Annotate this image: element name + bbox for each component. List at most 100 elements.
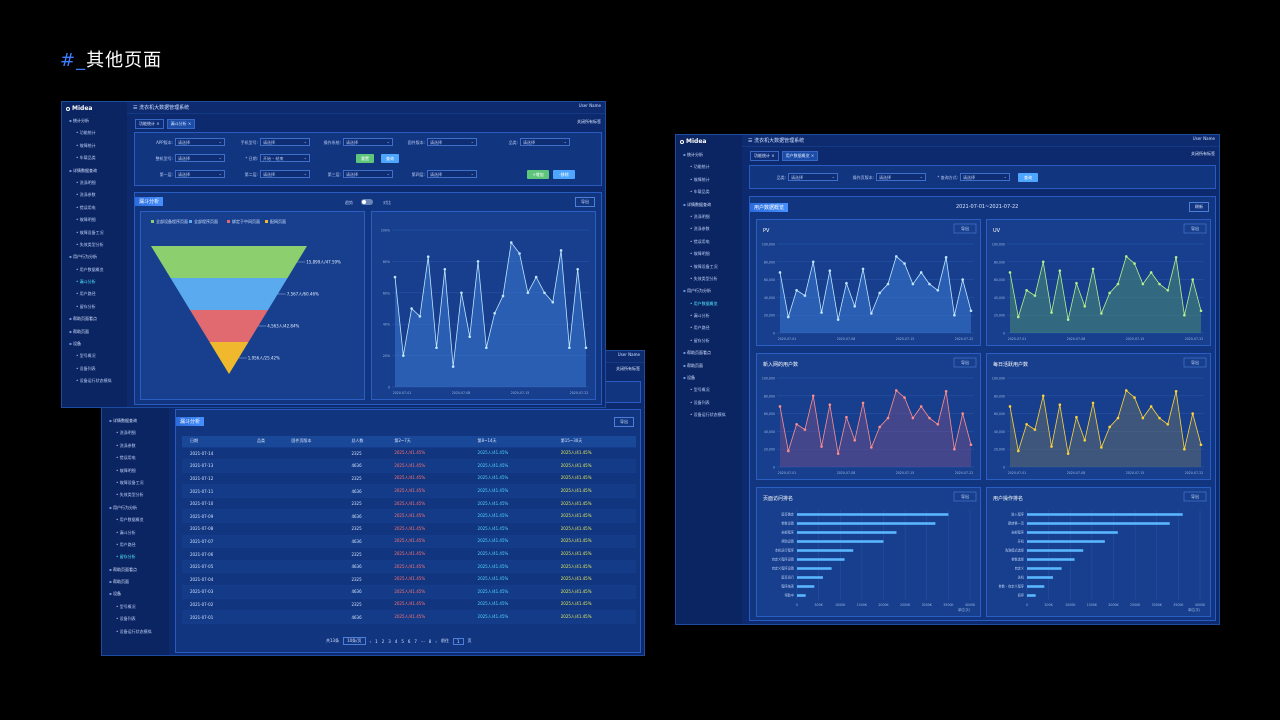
sidebar-item[interactable]: 车载品类 bbox=[678, 186, 726, 198]
sidebar-item[interactable]: 用户路径 bbox=[104, 539, 152, 551]
sidebar-item[interactable]: 型号概况 bbox=[104, 601, 152, 613]
page-number[interactable]: 6 bbox=[407, 638, 411, 644]
user-menu[interactable]: User Name bbox=[617, 352, 640, 357]
sidebar-item[interactable]: 故障明细 bbox=[678, 248, 726, 260]
tab-close-icon[interactable]: × bbox=[770, 153, 775, 158]
sidebar-item[interactable]: 统计分析 bbox=[678, 149, 726, 161]
sidebar-item[interactable]: 故障明细 bbox=[64, 214, 112, 226]
sidebar-item[interactable]: 留存分析 bbox=[104, 551, 152, 563]
user-menu[interactable]: User Name bbox=[578, 103, 601, 108]
sidebar-item[interactable]: 设备列表 bbox=[678, 397, 726, 409]
filter-select[interactable]: 请选择 bbox=[427, 170, 477, 178]
filter-select[interactable]: 请选择 bbox=[427, 138, 477, 146]
sidebar-item[interactable]: 漏斗分析 bbox=[104, 527, 152, 539]
page-number[interactable]: 4 bbox=[394, 638, 398, 644]
sidebar-item[interactable]: 用户路径 bbox=[678, 322, 726, 334]
sidebar-item[interactable]: 洗涤明细 bbox=[678, 211, 726, 223]
sidebar-item[interactable]: 设备 bbox=[678, 372, 726, 384]
sidebar-item[interactable]: 用户行为分析 bbox=[104, 502, 152, 514]
sidebar-item[interactable]: 帮助页面 bbox=[64, 326, 112, 338]
export-button[interactable]: 导出 bbox=[614, 417, 634, 427]
sidebar-item[interactable]: 型号概况 bbox=[678, 384, 726, 396]
date-range-input[interactable]: 开始 – 结束 bbox=[260, 154, 310, 162]
sidebar-item[interactable]: 错误用电 bbox=[64, 202, 112, 214]
tab-close-icon[interactable]: × bbox=[809, 153, 815, 158]
query-button[interactable]: 查询 bbox=[1018, 173, 1038, 182]
sidebar-item[interactable]: 留存分析 bbox=[64, 301, 112, 313]
filter-select[interactable]: 请选择 bbox=[260, 138, 310, 146]
prev-page-icon[interactable]: ‹ bbox=[369, 638, 372, 644]
close-all-tabs[interactable]: 关闭所有标签 bbox=[1191, 151, 1215, 156]
filter-select[interactable]: 请选择 bbox=[175, 154, 225, 162]
page-number[interactable]: 5 bbox=[401, 638, 404, 644]
page-number[interactable]: 1 bbox=[375, 638, 378, 644]
export-button[interactable]: 导出 bbox=[953, 357, 977, 368]
close-all-tabs[interactable]: 关闭所有标签 bbox=[577, 119, 601, 124]
add-layer-button[interactable]: +增加 bbox=[527, 170, 549, 179]
filter-select[interactable]: 请选择 bbox=[876, 173, 926, 181]
remove-layer-button[interactable]: -移除 bbox=[553, 170, 575, 179]
sidebar-item[interactable]: 用户行为分析 bbox=[64, 251, 112, 263]
sidebar-item[interactable]: 设备 bbox=[104, 588, 152, 600]
sidebar-item[interactable]: 用户路径 bbox=[64, 288, 112, 300]
sidebar-item[interactable]: 用户数据概览 bbox=[678, 298, 726, 310]
export-button[interactable]: 导出 bbox=[575, 197, 595, 207]
sidebar-item[interactable]: 用户数据概览 bbox=[64, 264, 112, 276]
filter-select[interactable]: 请选择 bbox=[260, 170, 310, 178]
filter-select[interactable]: 请选择 bbox=[175, 138, 225, 146]
close-all-tabs[interactable]: 关闭所有标签 bbox=[616, 366, 640, 371]
sidebar-item[interactable]: 洗涤参数 bbox=[64, 189, 112, 201]
export-button[interactable]: 导出 bbox=[953, 223, 977, 234]
sidebar-item[interactable]: 故障统计 bbox=[64, 140, 112, 152]
sidebar-item[interactable]: 留存分析 bbox=[678, 335, 726, 347]
sidebar-item[interactable]: 帮助页面看点 bbox=[64, 313, 112, 325]
export-button[interactable]: 导出 bbox=[953, 491, 977, 502]
next-page-icon[interactable]: › bbox=[435, 638, 437, 644]
sidebar-item[interactable]: 帮助页面 bbox=[678, 360, 726, 372]
sidebar-item[interactable]: 故障统计 bbox=[678, 174, 726, 186]
sidebar-item[interactable]: 功能统计 bbox=[64, 127, 112, 139]
sidebar-item[interactable]: 洗涤明细 bbox=[64, 177, 112, 189]
user-menu[interactable]: User Name bbox=[1192, 136, 1215, 141]
sidebar-item[interactable]: 故障设备工况 bbox=[64, 227, 112, 239]
sidebar-item[interactable]: 失效类型分析 bbox=[104, 489, 152, 501]
sidebar-item[interactable]: 漏斗分析 bbox=[64, 276, 112, 288]
sidebar-item[interactable]: 帮助页面看点 bbox=[678, 347, 726, 359]
sidebar-item[interactable]: 设备运行状态模拟 bbox=[64, 375, 112, 387]
filter-select[interactable]: 请选择 bbox=[788, 173, 838, 181]
tab[interactable]: 漏斗分析 × bbox=[166, 119, 196, 129]
sidebar-item[interactable]: 详情数据查询 bbox=[64, 165, 112, 177]
tab[interactable]: 功能统计 × bbox=[750, 151, 779, 161]
export-button[interactable]: 导出 bbox=[1183, 223, 1207, 234]
goto-input[interactable]: 1 bbox=[452, 637, 464, 645]
sidebar-item[interactable]: 失效类型分析 bbox=[678, 273, 726, 285]
tab-close-icon[interactable]: × bbox=[155, 121, 160, 126]
sidebar-item[interactable]: 统计分析 bbox=[64, 115, 112, 127]
page-number[interactable]: 3 bbox=[388, 638, 391, 644]
page-number[interactable]: 2 bbox=[381, 638, 385, 644]
sidebar-item[interactable]: 故障设备工况 bbox=[104, 477, 152, 489]
sidebar-item[interactable]: 错误用电 bbox=[678, 236, 726, 248]
filter-select[interactable]: 请选择 bbox=[175, 170, 225, 178]
sidebar-item[interactable]: 功能统计 bbox=[678, 161, 726, 173]
filter-select[interactable]: 请选择 bbox=[343, 138, 393, 146]
refresh-button[interactable]: 刷新 bbox=[1189, 202, 1209, 212]
page-number[interactable]: ··· bbox=[420, 638, 425, 644]
query-button[interactable]: 查询 bbox=[381, 154, 399, 163]
reset-button[interactable]: 重置 bbox=[356, 154, 374, 163]
sidebar-item[interactable]: 型号概况 bbox=[64, 350, 112, 362]
sidebar-item[interactable]: 用户行为分析 bbox=[678, 285, 726, 297]
menu-toggle-icon[interactable]: ☰ bbox=[748, 137, 755, 144]
sidebar-item[interactable]: 设备运行状态模拟 bbox=[104, 626, 152, 638]
sidebar-item[interactable]: 帮助页面 bbox=[104, 576, 152, 588]
export-button[interactable]: 导出 bbox=[1183, 491, 1207, 502]
sidebar-item[interactable]: 详情数据查询 bbox=[678, 199, 726, 211]
filter-select[interactable]: 请选择 bbox=[960, 173, 1010, 181]
page-number[interactable]: 7 bbox=[414, 638, 417, 644]
sidebar-item[interactable]: 设备列表 bbox=[64, 363, 112, 375]
sidebar-item[interactable]: 错误用电 bbox=[104, 452, 152, 464]
sidebar-item[interactable]: 故障明细 bbox=[104, 465, 152, 477]
sidebar-item[interactable]: 用户数据概览 bbox=[104, 514, 152, 526]
menu-toggle-icon[interactable]: ☰ bbox=[133, 104, 140, 111]
sidebar-item[interactable]: 故障设备工况 bbox=[678, 261, 726, 273]
